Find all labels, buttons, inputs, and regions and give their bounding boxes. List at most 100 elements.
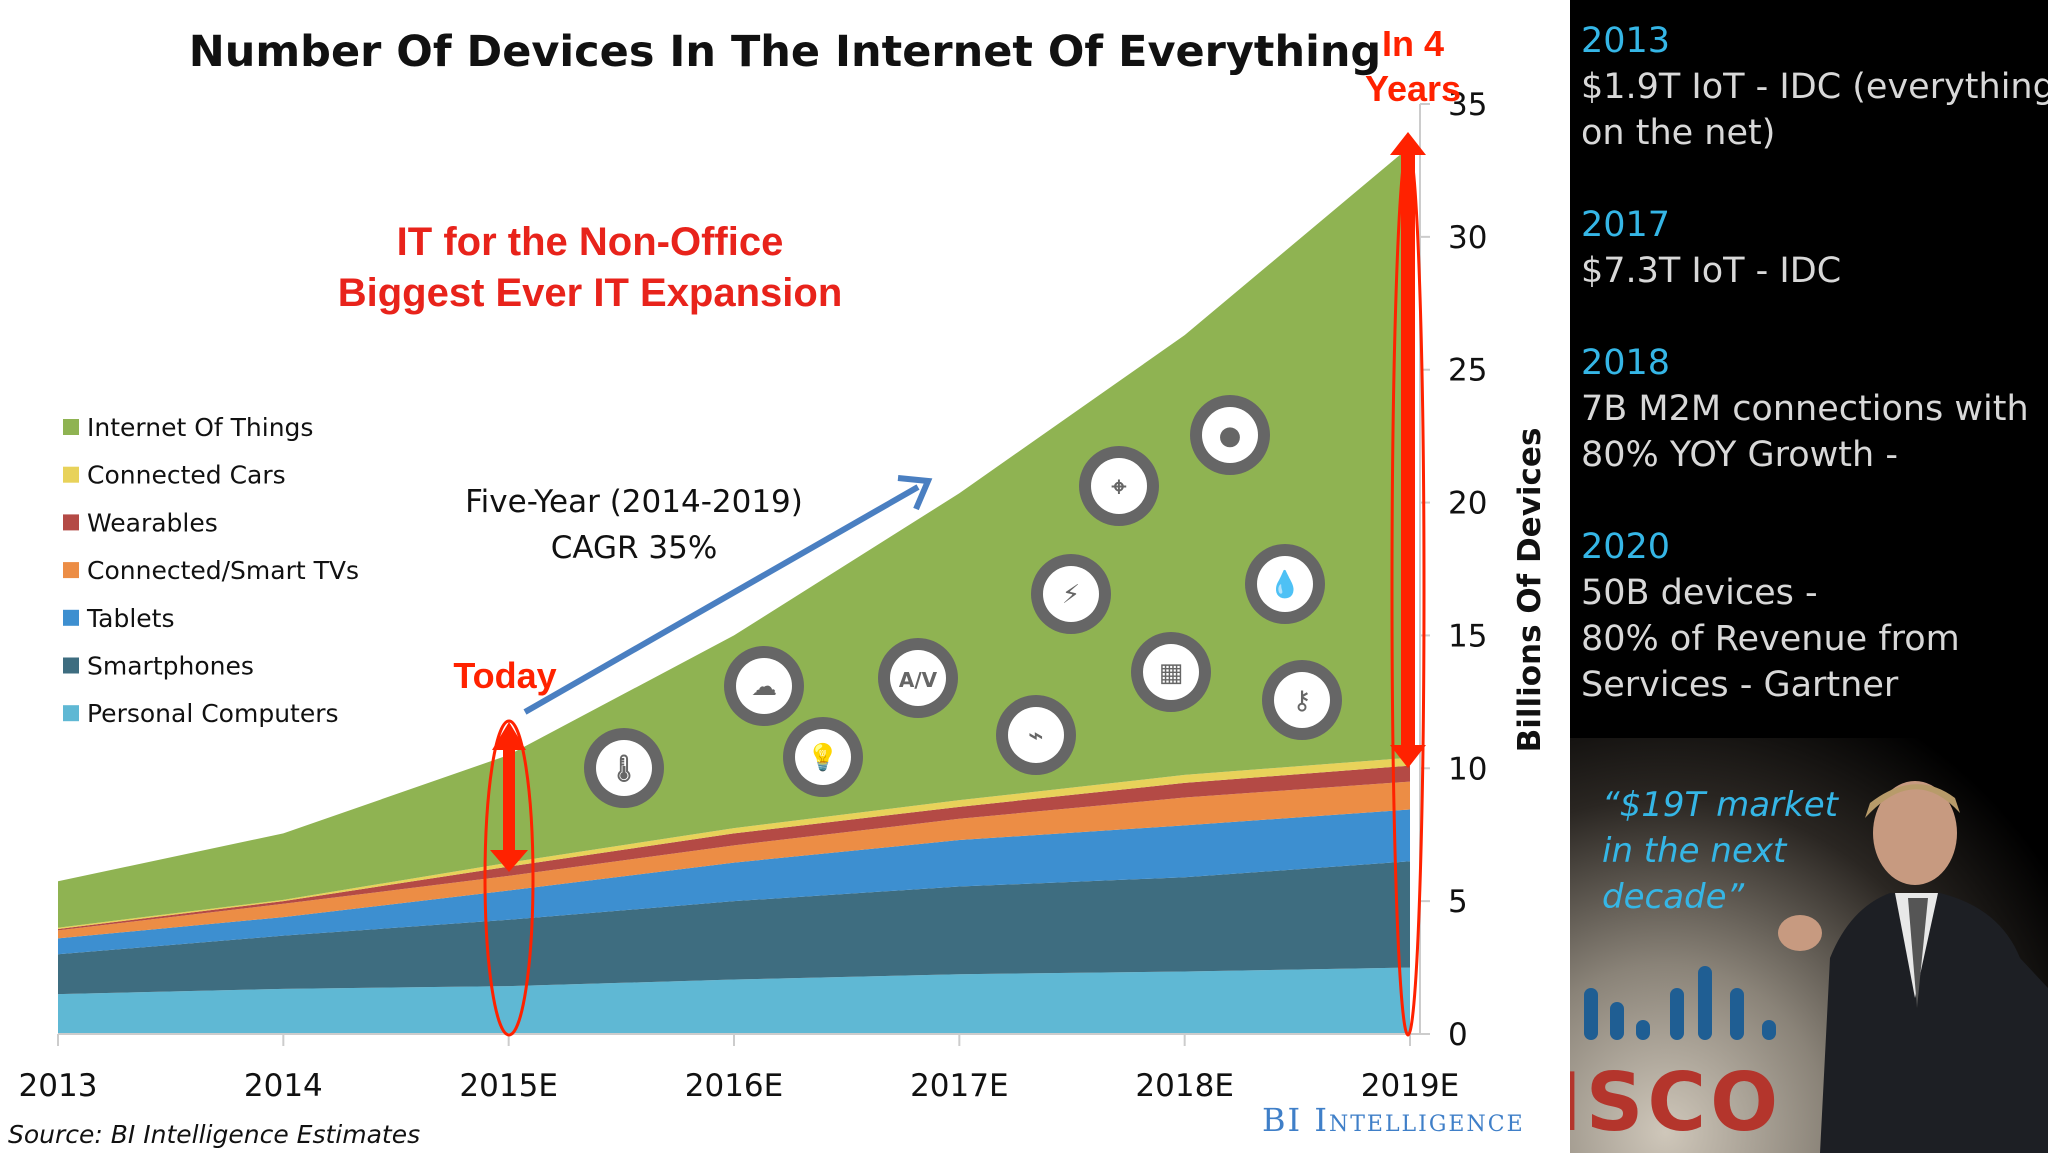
note-line: 7B M2M connections with (1581, 389, 2029, 429)
x-tick-label: 2017E (910, 1068, 1008, 1104)
headline-2: Biggest Ever IT Expansion (338, 271, 843, 315)
legend-label: Internet Of Things (87, 413, 313, 442)
icon-face (1274, 672, 1330, 728)
note-line: on the net) (1581, 113, 1776, 153)
cisco-logo: ISCO (1570, 1056, 1783, 1149)
note-2020: 2020 50B devices - 80% of Revenue from S… (1581, 524, 1960, 708)
legend-label: Smartphones (87, 652, 254, 681)
legend-label: Wearables (87, 508, 218, 537)
note-2018: 2018 7B M2M connections with 80% YOY Gro… (1581, 340, 2029, 478)
icon-face (596, 740, 652, 796)
iot-icons: 🌡 ☁ 💡 A/V ⌁ ⚡ ⌖ ▦ ● 💧 ⚷ (584, 395, 1342, 808)
lightning-icon: ⚡ (1031, 554, 1111, 634)
legend: Internet Of Things Connected Cars Wearable… (63, 413, 359, 728)
legend-label: Tablets (86, 604, 174, 633)
icon-face (1008, 707, 1064, 763)
icon-face (1202, 407, 1258, 463)
icon-face (736, 658, 792, 714)
x-tick-label: 2015E (459, 1068, 557, 1104)
icon-glyph: 💧 (1269, 569, 1301, 600)
area-connected-smart-tvs (58, 781, 1410, 939)
icon-glyph: A/V (899, 668, 938, 692)
rss-icon: ⌁ (996, 695, 1076, 775)
y-tick-label: 15 (1448, 618, 1487, 654)
thermometer-icon: 🌡 (584, 728, 664, 808)
growth-arrow (523, 475, 933, 715)
note-line: $1.9T IoT - IDC (everything (1581, 67, 2048, 107)
today-marker (483, 719, 535, 1037)
y-tick-label: 30 (1448, 220, 1487, 256)
area-tablets (58, 809, 1410, 955)
y-tick-label: 0 (1448, 1017, 1468, 1053)
area-wearables (58, 765, 1410, 931)
location-pin-icon: ⌖ (1079, 446, 1159, 526)
icon-face (1257, 556, 1313, 612)
ceo-quote: “$19T market in the next decade” (1602, 782, 1838, 920)
person-icon: ● (1190, 395, 1270, 475)
x-tick-label: 2016E (685, 1068, 783, 1104)
legend-swatch (63, 657, 79, 674)
note-line: $7.3T IoT - IDC (1581, 251, 1842, 291)
cloud-icon: ☁ (724, 646, 804, 726)
quote-line: “$19T market (1602, 785, 1838, 825)
speaker-silhouette (1778, 781, 2048, 1153)
years-label: Years (1365, 68, 1461, 109)
y-tick-label: 20 (1448, 486, 1487, 522)
y-tick-label: 25 (1448, 353, 1487, 389)
icon-face (1143, 644, 1199, 700)
legend-swatch (63, 466, 79, 483)
legend-swatch (63, 514, 79, 531)
legend-label: Connected/Smart TVs (87, 556, 359, 585)
lightbulb-icon: 💡 (783, 717, 863, 797)
water-drop-icon: 💧 (1245, 544, 1325, 624)
y-tick-label: 10 (1448, 751, 1487, 787)
icon-face (1043, 566, 1099, 622)
note-line: Services - Gartner (1581, 665, 1899, 705)
note-2013: 2013 $1.9T IoT - IDC (everything on the … (1581, 18, 2048, 156)
icon-face (795, 729, 851, 785)
y-axis-label: Billions Of Devices (1512, 428, 1548, 753)
area-connected-cars (58, 757, 1410, 930)
icon-glyph: ⚷ (1292, 686, 1311, 716)
speaker-photo: ISCO “$19T market in the next decade” (1570, 738, 2048, 1153)
note-year: 2020 (1581, 527, 1671, 567)
side-panel: 2013 $1.9T IoT - IDC (everything on the … (1570, 0, 2048, 1153)
icon-glyph: 🌡 (607, 754, 640, 784)
legend-swatch (63, 609, 79, 626)
chart: 2013 2014 2015E 2016E 2017E 2018E 2019E 0 5 10 15 2… (8, 23, 1548, 1149)
four-years-marker (1390, 132, 1426, 1037)
bi-intelligence-logo: BI Intelligence (1262, 1101, 1525, 1139)
source-note: Source: BI Intelligence Estimates (8, 1120, 420, 1149)
cagr-line-1: Five-Year (2014-2019) (465, 484, 803, 520)
icon-glyph: ⌁ (1028, 721, 1044, 751)
x-tick-label: 2013 (19, 1068, 98, 1104)
y-tick-label: 5 (1448, 884, 1468, 920)
cagr-line-2: CAGR 35% (551, 530, 718, 566)
icon-face (890, 650, 946, 706)
x-tick-label: 2014 (244, 1068, 323, 1104)
legend-swatch (63, 562, 79, 579)
icon-glyph: ⌖ (1112, 472, 1127, 502)
in-4-label: In 4 (1382, 23, 1444, 64)
legend-swatch (63, 419, 79, 435)
legend-label: Connected Cars (87, 461, 286, 490)
note-line: 80% YOY Growth - (1581, 435, 1898, 475)
icon-glyph: 💡 (807, 742, 839, 773)
x-tick-label: 2018E (1135, 1068, 1233, 1104)
key-icon: ⚷ (1262, 660, 1342, 740)
note-line: 80% of Revenue from (1581, 619, 1960, 659)
legend-label: Personal Computers (87, 699, 339, 728)
area-personal-computers (58, 967, 1410, 1034)
av-icon: A/V (878, 638, 958, 718)
x-tick-label: 2019E (1361, 1068, 1459, 1104)
note-year: 2013 (1581, 21, 1671, 61)
area-smartphones (58, 861, 1410, 995)
icon-glyph: ● (1219, 421, 1242, 451)
icon-glyph: ☁ (751, 672, 777, 702)
note-line: 50B devices - (1581, 573, 1818, 613)
headline-1: IT for the Non-Office (397, 220, 784, 264)
quote-line: in the next (1602, 831, 1787, 871)
icon-glyph: ⚡ (1062, 580, 1080, 610)
y-tick-label: 35 (1448, 87, 1487, 123)
note-year: 2017 (1581, 205, 1671, 245)
